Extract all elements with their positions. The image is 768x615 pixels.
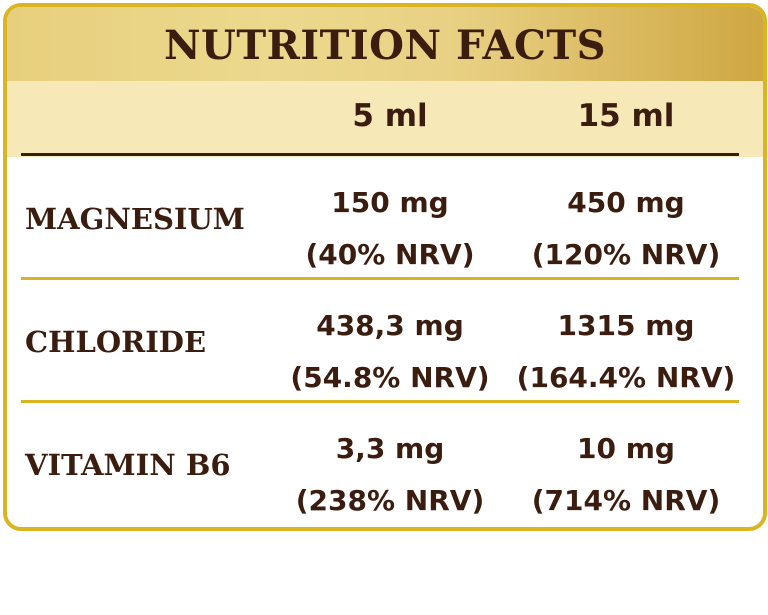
dose-5ml: 150 mg [331, 186, 449, 219]
nrv-15ml: (120% NRV) [531, 238, 721, 271]
nrv-5ml: (238% NRV) [295, 484, 485, 517]
column-header-row: 5 ml 15 ml [7, 81, 763, 157]
row-divider [21, 400, 739, 403]
dose-15ml: 450 mg [567, 186, 685, 219]
dose-5ml: 438,3 mg [316, 309, 464, 342]
title-bar: NUTRITION FACTS [7, 7, 763, 81]
dose-15ml: 10 mg [577, 432, 675, 465]
nutrition-facts-panel: NUTRITION FACTS 5 ml 15 ml MAGNESIUM 150… [3, 3, 767, 531]
row-divider [21, 277, 739, 280]
nrv-5ml: (40% NRV) [305, 238, 475, 271]
nrv-15ml: (164.4% NRV) [516, 361, 736, 394]
value-15ml: 10 mg (714% NRV) [508, 423, 744, 527]
table-row: MAGNESIUM 150 mg (40% NRV) 450 mg (120% … [7, 157, 763, 279]
value-15ml: 1315 mg (164.4% NRV) [508, 300, 744, 404]
column-header-15ml: 15 ml [577, 98, 675, 134]
value-5ml: 438,3 mg (54.8% NRV) [272, 300, 508, 404]
dose-5ml: 3,3 mg [335, 432, 445, 465]
value-15ml: 450 mg (120% NRV) [508, 177, 744, 281]
column-header-5ml: 5 ml [352, 98, 428, 134]
value-5ml: 150 mg (40% NRV) [272, 177, 508, 281]
dose-15ml: 1315 mg [557, 309, 695, 342]
nrv-15ml: (714% NRV) [531, 484, 721, 517]
value-5ml: 3,3 mg (238% NRV) [272, 423, 508, 527]
nutrient-name: MAGNESIUM [25, 202, 245, 236]
nrv-5ml: (54.8% NRV) [290, 361, 490, 394]
page-title: NUTRITION FACTS [163, 21, 607, 69]
nutrient-name: CHLORIDE [25, 325, 207, 359]
header-divider [21, 153, 739, 156]
table-row: VITAMIN B6 3,3 mg (238% NRV) 10 mg (714%… [7, 403, 763, 525]
table-row: CHLORIDE 438,3 mg (54.8% NRV) 1315 mg (1… [7, 280, 763, 402]
nutrient-name: VITAMIN B6 [25, 448, 231, 482]
